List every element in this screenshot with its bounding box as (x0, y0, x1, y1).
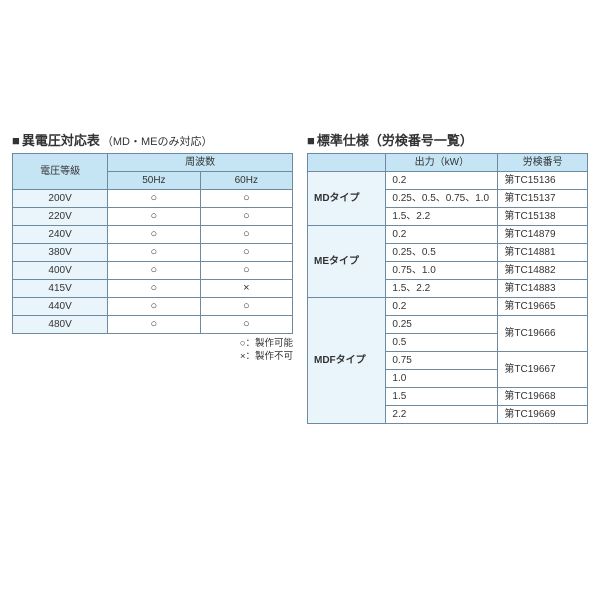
kw-cell: 0.75 (386, 352, 498, 370)
voltage-table: 電圧等級 周波数 50Hz 60Hz 200V ○ ○ 220V ○ ○ 240… (12, 153, 293, 334)
freq-cell: ○ (108, 316, 200, 334)
kw-cell: 1.5 (386, 388, 498, 406)
voltage-cell: 480V (13, 316, 108, 334)
code-cell: 第TC19669 (498, 406, 588, 424)
table-row: 380V ○ ○ (13, 244, 293, 262)
table-row: 電圧等級 周波数 (13, 154, 293, 172)
freq-cell: ○ (200, 298, 292, 316)
code-cell: 第TC19666 (498, 316, 588, 352)
left-column: ■ 異電圧対応表 （MD・MEのみ対応） 電圧等級 周波数 50Hz 60Hz … (12, 130, 293, 424)
table-row: 480V ○ ○ (13, 316, 293, 334)
freq-cell: ○ (108, 298, 200, 316)
col-50hz: 50Hz (108, 172, 200, 190)
type-me: MEタイプ (308, 226, 386, 298)
code-cell: 第TC15138 (498, 208, 588, 226)
square-icon: ■ (12, 133, 20, 148)
voltage-cell: 220V (13, 208, 108, 226)
kw-cell: 0.25、0.5、0.75、1.0 (386, 190, 498, 208)
freq-cell: ○ (108, 262, 200, 280)
freq-cell: ○ (108, 190, 200, 208)
voltage-cell: 440V (13, 298, 108, 316)
voltage-cell: 400V (13, 262, 108, 280)
left-title: ■ 異電圧対応表 （MD・MEのみ対応） (12, 130, 293, 149)
blank-header (308, 154, 386, 172)
code-cell: 第TC19668 (498, 388, 588, 406)
legend: ○：製作可能 ×：製作不可 (12, 338, 293, 364)
table-row: 220V ○ ○ (13, 208, 293, 226)
kw-cell: 0.2 (386, 226, 498, 244)
kw-cell: 1.5、2.2 (386, 208, 498, 226)
left-title-sub: （MD・MEのみ対応） (102, 133, 213, 149)
kw-cell: 0.25 (386, 316, 498, 334)
table-row: 出力（kW） 労検番号 (308, 154, 588, 172)
code-cell: 第TC14883 (498, 280, 588, 298)
code-cell: 第TC19665 (498, 298, 588, 316)
freq-cell: ○ (200, 262, 292, 280)
freq-cell: ○ (108, 208, 200, 226)
col-voltage: 電圧等級 (13, 154, 108, 190)
right-column: ■ 標準仕様（労検番号一覧） 出力（kW） 労検番号 MDタイプ 0.2 第TC… (307, 130, 588, 424)
code-cell: 第TC15136 (498, 172, 588, 190)
kw-cell: 1.0 (386, 370, 498, 388)
table-row: MDFタイプ 0.2 第TC19665 (308, 298, 588, 316)
col-60hz: 60Hz (200, 172, 292, 190)
freq-cell: ○ (200, 316, 292, 334)
voltage-cell: 415V (13, 280, 108, 298)
kw-cell: 0.75、1.0 (386, 262, 498, 280)
right-title: ■ 標準仕様（労検番号一覧） (307, 130, 588, 149)
table-row: 240V ○ ○ (13, 226, 293, 244)
freq-cell: ○ (200, 208, 292, 226)
code-cell: 第TC15137 (498, 190, 588, 208)
freq-cell: ○ (108, 226, 200, 244)
freq-cell: ○ (200, 244, 292, 262)
code-cell: 第TC19667 (498, 352, 588, 388)
right-title-main: 標準仕様（労検番号一覧） (317, 130, 473, 149)
kw-cell: 0.2 (386, 298, 498, 316)
page: ■ 異電圧対応表 （MD・MEのみ対応） 電圧等級 周波数 50Hz 60Hz … (0, 0, 600, 424)
kw-cell: 0.2 (386, 172, 498, 190)
code-cell: 第TC14882 (498, 262, 588, 280)
type-mdf: MDFタイプ (308, 298, 386, 424)
code-cell: 第TC14879 (498, 226, 588, 244)
table-row: 200V ○ ○ (13, 190, 293, 208)
col-kw: 出力（kW） (386, 154, 498, 172)
table-row: MDタイプ 0.2 第TC15136 (308, 172, 588, 190)
kw-cell: 1.5、2.2 (386, 280, 498, 298)
table-row: 440V ○ ○ (13, 298, 293, 316)
freq-cell: ○ (200, 190, 292, 208)
freq-cell: ○ (200, 226, 292, 244)
voltage-cell: 240V (13, 226, 108, 244)
type-md: MDタイプ (308, 172, 386, 226)
kw-cell: 0.5 (386, 334, 498, 352)
freq-cell: × (200, 280, 292, 298)
code-cell: 第TC14881 (498, 244, 588, 262)
table-row: MEタイプ 0.2 第TC14879 (308, 226, 588, 244)
table-row: 415V ○ × (13, 280, 293, 298)
freq-cell: ○ (108, 280, 200, 298)
voltage-cell: 380V (13, 244, 108, 262)
voltage-cell: 200V (13, 190, 108, 208)
col-freq: 周波数 (108, 154, 293, 172)
square-icon: ■ (307, 133, 315, 148)
left-title-main: 異電圧対応表 (22, 130, 100, 149)
kw-cell: 2.2 (386, 406, 498, 424)
kw-cell: 0.25、0.5 (386, 244, 498, 262)
table-row: 400V ○ ○ (13, 262, 293, 280)
col-code: 労検番号 (498, 154, 588, 172)
freq-cell: ○ (108, 244, 200, 262)
spec-table: 出力（kW） 労検番号 MDタイプ 0.2 第TC15136 0.25、0.5、… (307, 153, 588, 424)
